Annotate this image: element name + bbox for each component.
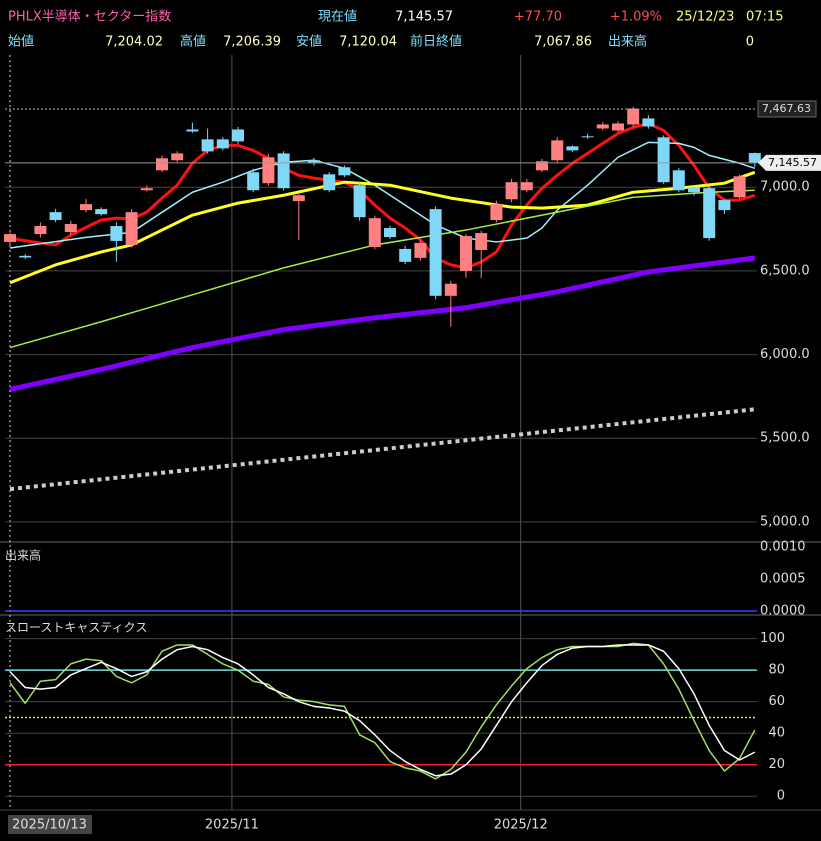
candle-body — [368, 218, 381, 247]
y-tick-label: 40 — [768, 726, 785, 741]
y-tick-label: 6,000.0 — [760, 347, 810, 362]
candle-body — [688, 187, 700, 193]
header-label: 安値 — [296, 34, 322, 50]
candle-body — [4, 234, 16, 242]
candle-body — [490, 204, 503, 221]
candle-body — [323, 174, 336, 191]
candle-body — [642, 118, 655, 127]
candle-body — [308, 160, 320, 164]
candle-body — [399, 248, 412, 262]
candle-body — [49, 212, 62, 221]
candle-body — [566, 146, 579, 151]
candle-body — [19, 255, 32, 258]
y-tick-label: 6,500.0 — [760, 263, 810, 278]
candle-body — [338, 167, 351, 176]
candle-body — [247, 172, 260, 191]
candle-body — [429, 209, 442, 296]
candle-body — [110, 226, 123, 241]
candle-body — [460, 236, 472, 271]
y-tick-label: 0.0000 — [760, 604, 806, 619]
line — [9, 189, 755, 349]
candle-body — [171, 153, 184, 161]
candle-body — [612, 123, 624, 131]
header-label: 前日終値 — [410, 34, 462, 50]
candle-body — [95, 209, 108, 215]
line — [9, 141, 756, 249]
candle-body — [201, 139, 214, 152]
y-tick-label: 5,500.0 — [760, 431, 810, 446]
candle-body — [34, 226, 47, 235]
candle-body — [596, 124, 609, 129]
candle-body — [140, 188, 153, 191]
candle-body — [216, 139, 229, 149]
candle-body — [520, 182, 533, 191]
candle-body — [475, 233, 488, 250]
y-tick-label: 80 — [768, 663, 785, 678]
y-tick-label: 7,000.0 — [760, 180, 810, 195]
panel-title: 出来高 — [5, 548, 41, 563]
header-label: 出来高 — [608, 34, 647, 50]
candle-body — [384, 228, 396, 238]
header-value: 7,120.04 — [339, 35, 397, 50]
candle-body — [80, 204, 92, 211]
line — [9, 407, 756, 492]
chart-title: PHLX半導体・セクター指数 — [8, 10, 171, 25]
price-label: 7,145.57 — [768, 156, 817, 169]
candle-body — [718, 200, 731, 211]
candle-body — [444, 283, 457, 296]
header-value: 7,067.86 — [534, 35, 592, 50]
y-tick-label: 100 — [760, 631, 785, 646]
candle-body — [551, 140, 564, 161]
y-tick-label: 60 — [768, 694, 785, 709]
candle-body — [536, 161, 548, 171]
header-label: 高値 — [180, 34, 206, 50]
line — [9, 255, 756, 392]
candle-body — [733, 176, 746, 198]
candle-body — [414, 242, 427, 258]
candle-body — [672, 170, 685, 191]
x-tick-label: 2025/10/13 — [12, 818, 87, 833]
candle-body — [748, 153, 761, 163]
header-label: 現在値 — [318, 9, 357, 25]
candle-body — [232, 129, 244, 142]
line — [9, 644, 756, 777]
line — [9, 642, 756, 780]
header-value: 7,206.39 — [223, 35, 281, 50]
candle-body — [581, 136, 594, 138]
candle-body — [703, 188, 716, 239]
candle-body — [262, 157, 275, 184]
candle-body — [186, 129, 199, 132]
y-tick-label: 5,000.0 — [760, 514, 810, 529]
header-value: +1.09% — [610, 10, 662, 25]
candle-body — [657, 137, 670, 183]
x-tick-label: 2025/12 — [494, 818, 548, 833]
header-value: 25/12/23 — [676, 10, 734, 25]
header-value: 07:15 — [746, 10, 783, 25]
candle-body — [505, 182, 518, 200]
y-tick-label: 0 — [777, 789, 785, 804]
y-tick-label: 0.0005 — [760, 572, 806, 587]
header-value: 7,145.57 — [395, 10, 453, 25]
header-value: 0 — [746, 35, 754, 50]
panel-title: スローストキャスティクス — [5, 621, 147, 635]
candle-body — [277, 153, 290, 189]
x-label-box — [8, 815, 92, 834]
candle-body — [156, 158, 168, 171]
candle-body — [64, 224, 77, 233]
header-value: 7,204.02 — [105, 35, 163, 50]
candle-body — [292, 195, 305, 202]
price-label-box — [758, 154, 821, 171]
y-tick-label: 0.0010 — [760, 540, 806, 555]
candle-body — [353, 185, 366, 218]
header-value: +77.70 — [514, 10, 562, 25]
y-tick-label: 20 — [768, 757, 785, 772]
line — [9, 170, 756, 285]
header-label: 始値 — [8, 34, 34, 50]
price-label: 7,467.63 — [762, 102, 811, 115]
candle-body — [627, 108, 640, 125]
candle-body — [125, 212, 138, 245]
x-tick-label: 2025/11 — [205, 818, 259, 833]
price-label-box — [757, 100, 817, 118]
